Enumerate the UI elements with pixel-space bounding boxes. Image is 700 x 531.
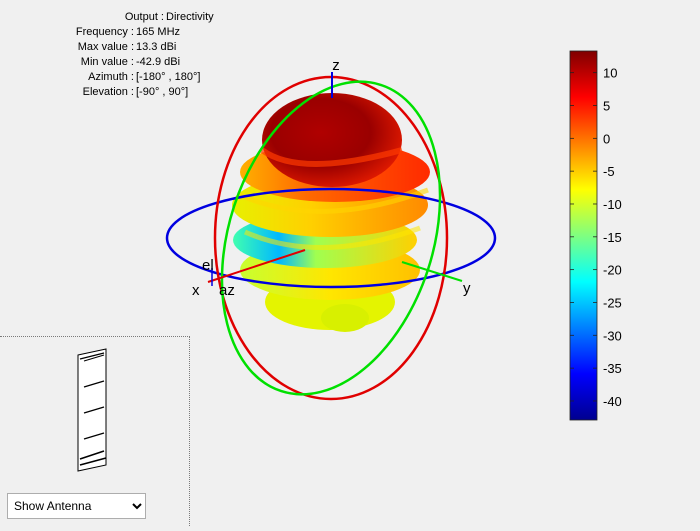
info-label-output: Output : bbox=[124, 11, 164, 23]
pattern-surface bbox=[232, 93, 430, 332]
info-value-azimuth: [-180° , 180°] bbox=[136, 71, 201, 83]
colorbar-tick-label: 10 bbox=[603, 66, 617, 81]
colorbar-tick-label: -15 bbox=[603, 230, 622, 245]
az-label: az bbox=[219, 282, 235, 299]
x-axis-label: x bbox=[192, 282, 200, 299]
azimuth-circle bbox=[165, 187, 497, 289]
info-value-elevation: [-90° , 90°] bbox=[136, 86, 189, 98]
colorbar-tick-label: -35 bbox=[603, 361, 622, 376]
colorbar: 10 5 0 -5 -10 -15 -20 -25 -30 -35 -40 bbox=[569, 50, 622, 421]
y-axis-line bbox=[401, 261, 463, 282]
colorbar-tick-label: 0 bbox=[603, 131, 610, 146]
colorbar-tick-label: -40 bbox=[603, 394, 622, 409]
colorbar-gradient bbox=[569, 50, 598, 421]
colorbar-ticks: 10 5 0 -5 -10 -15 -20 -25 -30 -35 -40 bbox=[570, 66, 622, 409]
colorbar-tick-label: -5 bbox=[603, 164, 615, 179]
info-label-min: Min value : bbox=[80, 56, 134, 68]
info-value-frequency: 165 MHz bbox=[136, 26, 181, 38]
info-value-max: 13.3 dBi bbox=[136, 41, 177, 53]
colorbar-tick-label: -25 bbox=[603, 295, 622, 310]
info-value-min: -42.9 dBi bbox=[136, 56, 181, 68]
colorbar-tick-label: -10 bbox=[603, 197, 622, 212]
el-label: el bbox=[202, 257, 214, 274]
colorbar-tick-label: -30 bbox=[603, 328, 622, 343]
colorbar-tick-label: -20 bbox=[603, 263, 622, 278]
x-axis-line bbox=[207, 249, 306, 283]
info-label-azimuth: Azimuth : bbox=[88, 71, 134, 83]
colorbar-tick-label: 5 bbox=[603, 98, 610, 113]
antenna-preview-panel bbox=[0, 336, 190, 526]
show-antenna-select[interactable]: Show Antenna bbox=[7, 493, 146, 519]
z-axis-label: z bbox=[332, 57, 340, 74]
info-label-elevation: Elevation : bbox=[82, 86, 134, 98]
info-label-max: Max value : bbox=[77, 41, 134, 53]
antenna-preview bbox=[77, 348, 107, 472]
y-axis-label: y bbox=[463, 280, 471, 297]
info-value-output: Directivity bbox=[166, 11, 214, 23]
info-label-frequency: Frequency : bbox=[75, 26, 134, 38]
